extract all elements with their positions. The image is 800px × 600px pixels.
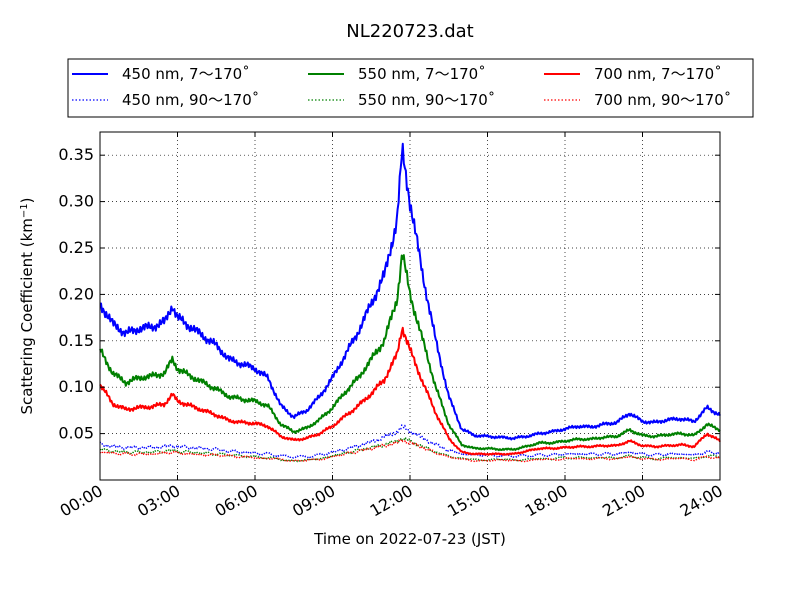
y-tick-label: 0.05 [58, 424, 94, 443]
grid-lines [100, 132, 720, 480]
series-line-5 [99, 438, 721, 463]
chart-title: NL220723.dat [346, 21, 473, 42]
legend-label-0: 450 nm, 7～170˚ [122, 65, 250, 83]
legend-label-5: 700 nm, 90～170˚ [594, 91, 731, 109]
y-tick-label: 0.10 [58, 377, 94, 396]
y-axis-label-close: ) [18, 197, 36, 203]
x-axis-label: Time on 2022-07-23 (JST) [313, 530, 506, 548]
y-axis-label: Scattering Coefficient (km−1) [18, 197, 36, 414]
y-tick-label: 0.25 [58, 238, 94, 257]
y-axis-label-exponent: −1 [19, 203, 30, 218]
legend-entries: 450 nm, 7～170˚ 450 nm, 90～170˚ 550 nm, 7～1… [72, 65, 731, 109]
series-line-2 [99, 254, 721, 452]
series-line-0 [99, 142, 721, 441]
y-axis-label-text: Scattering Coefficient (km [18, 218, 36, 414]
series-line-4 [99, 326, 721, 456]
y-tick-label: 0.15 [58, 331, 94, 350]
plot-area [99, 131, 721, 481]
y-tick-labels: 0.05 0.10 0.15 0.20 0.25 0.30 0.35 [58, 145, 94, 442]
legend: 450 nm, 7～170˚ 450 nm, 90～170˚ 550 nm, 7～1… [67, 58, 754, 118]
legend-box [67, 58, 754, 118]
legend-label-1: 450 nm, 90～170˚ [122, 91, 259, 109]
series-lines [99, 142, 721, 463]
legend-label-3: 550 nm, 90～170˚ [358, 91, 495, 109]
legend-label-4: 700 nm, 7～170˚ [594, 65, 722, 83]
legend-label-2: 550 nm, 7～170˚ [358, 65, 486, 83]
axis-ticks [99, 132, 721, 480]
series-line-1 [99, 424, 721, 459]
y-tick-label: 0.20 [58, 284, 94, 303]
y-tick-label: 0.35 [58, 145, 94, 164]
y-tick-label: 0.30 [58, 192, 94, 211]
